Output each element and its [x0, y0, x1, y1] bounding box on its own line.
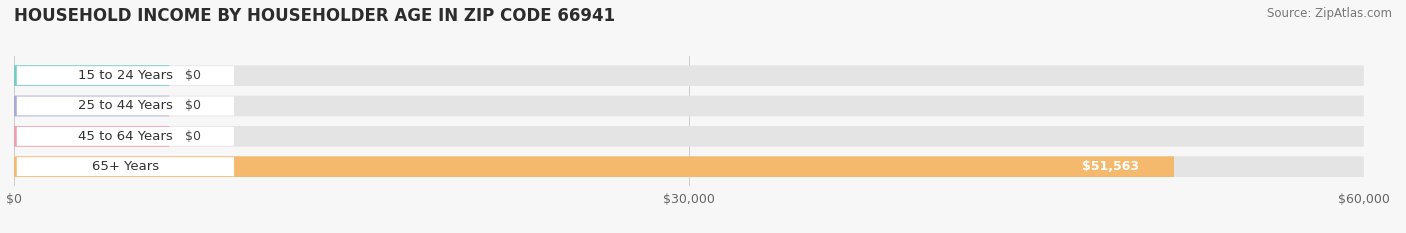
- FancyBboxPatch shape: [17, 157, 233, 176]
- FancyBboxPatch shape: [17, 96, 233, 116]
- FancyBboxPatch shape: [14, 126, 1364, 147]
- Text: Source: ZipAtlas.com: Source: ZipAtlas.com: [1267, 7, 1392, 20]
- FancyBboxPatch shape: [14, 65, 169, 86]
- Text: $0: $0: [186, 130, 201, 143]
- Text: 15 to 24 Years: 15 to 24 Years: [77, 69, 173, 82]
- Text: HOUSEHOLD INCOME BY HOUSEHOLDER AGE IN ZIP CODE 66941: HOUSEHOLD INCOME BY HOUSEHOLDER AGE IN Z…: [14, 7, 616, 25]
- FancyBboxPatch shape: [14, 126, 169, 147]
- FancyBboxPatch shape: [14, 156, 1364, 177]
- Text: 65+ Years: 65+ Years: [91, 160, 159, 173]
- FancyBboxPatch shape: [14, 65, 1364, 86]
- Text: 25 to 44 Years: 25 to 44 Years: [77, 99, 173, 113]
- Text: $0: $0: [186, 69, 201, 82]
- Text: $0: $0: [186, 99, 201, 113]
- FancyBboxPatch shape: [17, 66, 233, 85]
- Text: $51,563: $51,563: [1083, 160, 1139, 173]
- FancyBboxPatch shape: [14, 156, 1174, 177]
- Text: 45 to 64 Years: 45 to 64 Years: [79, 130, 173, 143]
- FancyBboxPatch shape: [17, 127, 233, 146]
- FancyBboxPatch shape: [14, 96, 1364, 116]
- FancyBboxPatch shape: [14, 96, 169, 116]
